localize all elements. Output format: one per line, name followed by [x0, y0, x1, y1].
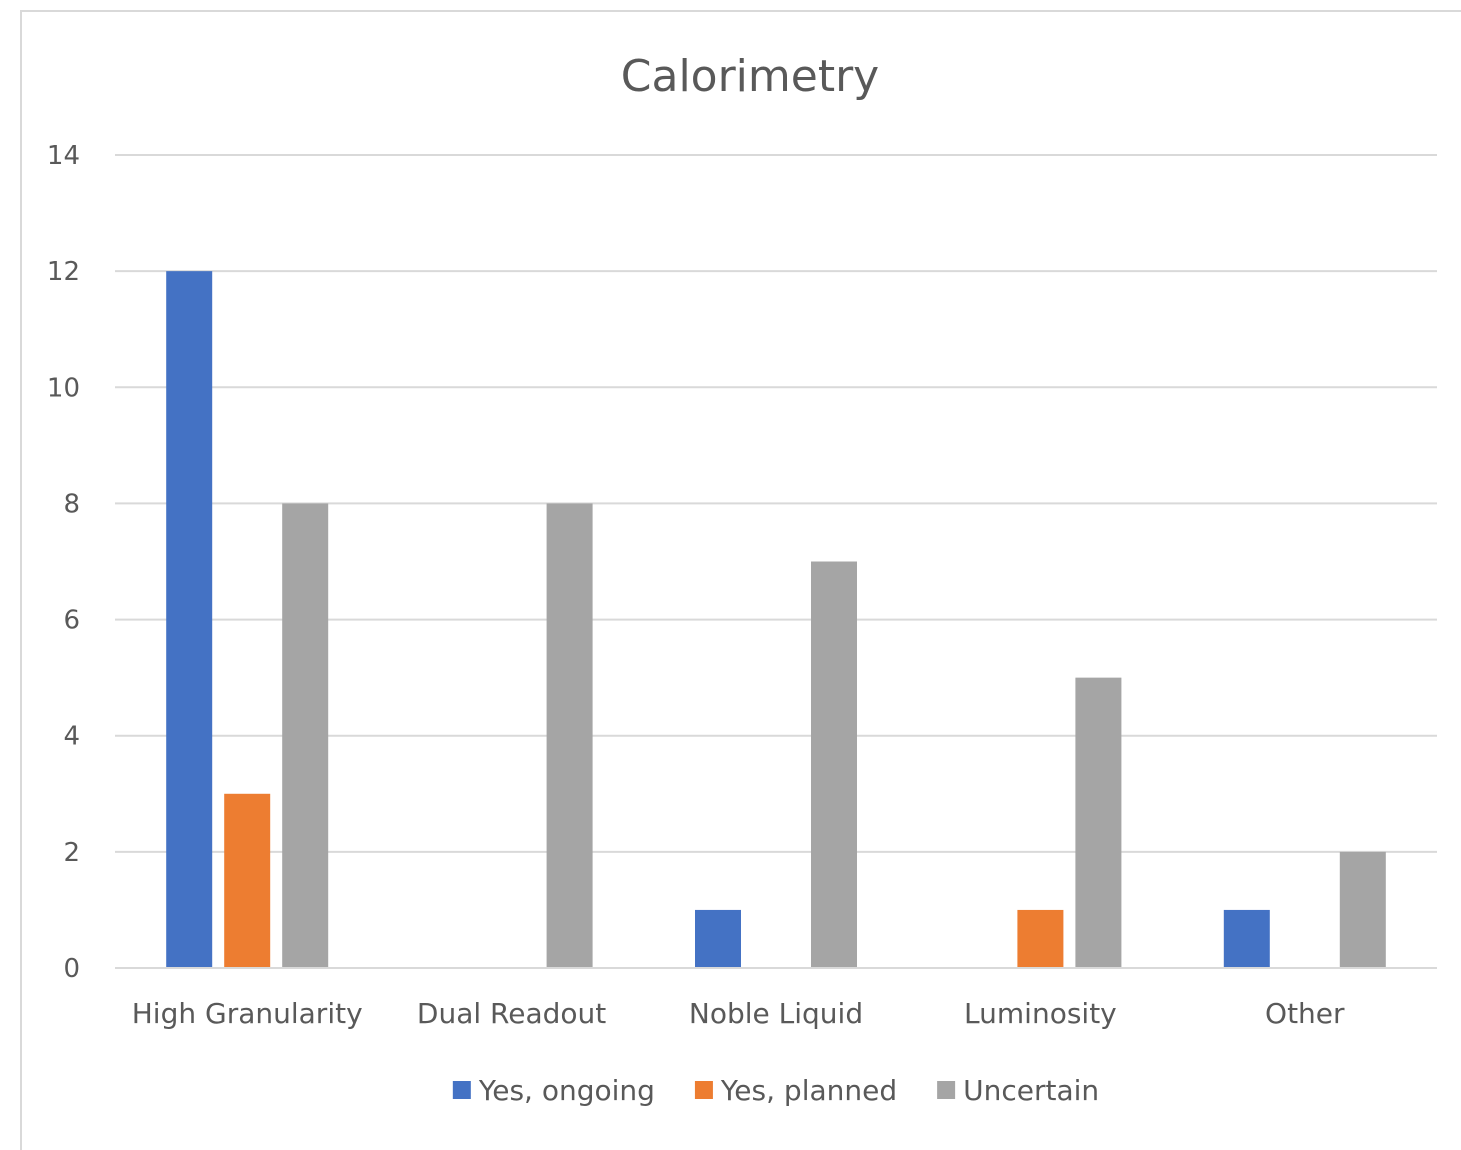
legend-item: Yes, ongoing: [452, 1074, 655, 1107]
gridlines: [115, 154, 1437, 853]
bar: [811, 561, 857, 968]
legend-label: Uncertain: [963, 1074, 1099, 1107]
y-tick-label: 2: [63, 838, 80, 868]
y-axis-ticks: 0 2 4 6 8 10 12 14: [47, 141, 80, 984]
bar: [1339, 851, 1386, 968]
bar: [224, 793, 271, 968]
bar: [282, 503, 329, 968]
x-tick-label: Dual Readout: [417, 997, 606, 1030]
legend-swatch: [694, 1081, 713, 1099]
y-tick-label: 10: [47, 373, 80, 403]
bar: [1017, 909, 1064, 968]
y-tick-label: 12: [47, 257, 80, 287]
bar: [1223, 909, 1270, 968]
bars: [166, 271, 1386, 969]
bar: [695, 909, 741, 968]
legend-swatch: [452, 1081, 471, 1099]
y-tick-label: 14: [47, 141, 80, 171]
bar: [546, 503, 593, 968]
chart-title: Calorimetry: [621, 51, 879, 102]
bar: [166, 271, 213, 969]
legend-label: Yes, ongoing: [478, 1074, 655, 1107]
x-tick-label: High Granularity: [132, 997, 363, 1030]
y-tick-label: 6: [63, 606, 80, 636]
y-tick-label: 4: [63, 722, 80, 752]
legend-swatch: [937, 1081, 956, 1099]
legend: Yes, ongoing Yes, planned Uncertain: [452, 1074, 1099, 1107]
legend-item: Uncertain: [937, 1074, 1099, 1107]
y-tick-label: 0: [63, 954, 80, 984]
bar: [1075, 677, 1122, 968]
legend-label: Yes, planned: [720, 1074, 897, 1107]
x-tick-label: Luminosity: [964, 997, 1117, 1030]
x-tick-label: Other: [1265, 997, 1345, 1030]
y-tick-label: 8: [63, 489, 80, 519]
legend-item: Yes, planned: [694, 1074, 897, 1107]
x-axis: High Granularity Dual Readout Noble Liquid…: [115, 967, 1437, 1030]
x-tick-label: Noble Liquid: [689, 997, 863, 1030]
